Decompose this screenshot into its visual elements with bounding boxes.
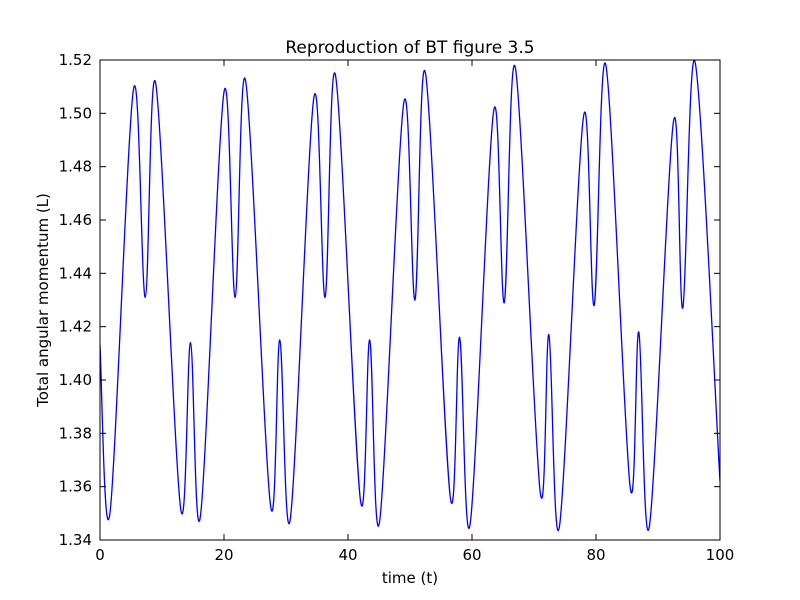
y-tick-label: 1.46: [59, 211, 92, 229]
y-axis-label: Total angular momentum (L): [34, 193, 52, 408]
chart-title: Reproduction of BT figure 3.5: [285, 38, 534, 58]
y-tick-label: 1.48: [59, 158, 92, 176]
y-tick-label: 1.36: [59, 478, 92, 496]
series-line: [100, 60, 720, 532]
x-axis: 0 20 40 60 80 100: [95, 60, 734, 564]
x-tick-label: 100: [706, 546, 735, 564]
x-axis-label: time (t): [382, 569, 438, 587]
y-tick-label: 1.42: [59, 318, 92, 336]
x-tick-label: 60: [462, 546, 481, 564]
x-tick-label: 80: [586, 546, 605, 564]
plot-area: [99, 59, 721, 541]
x-tick-label: 40: [338, 546, 357, 564]
y-tick-label: 1.44: [59, 264, 92, 282]
y-tick-label: 1.38: [59, 424, 92, 442]
y-tick-label: 1.52: [59, 51, 92, 69]
y-tick-label: 1.34: [59, 531, 92, 549]
y-axis: 1.34 1.36 1.38 1.40 1.42 1.44 1.46 1.48 1.50 1.52: [59, 51, 720, 549]
x-tick-label: 20: [214, 546, 233, 564]
y-tick-label: 1.40: [59, 371, 92, 389]
y-tick-label: 1.50: [59, 104, 92, 122]
plot-frame: [99, 59, 721, 541]
x-tick-label: 0: [95, 546, 105, 564]
